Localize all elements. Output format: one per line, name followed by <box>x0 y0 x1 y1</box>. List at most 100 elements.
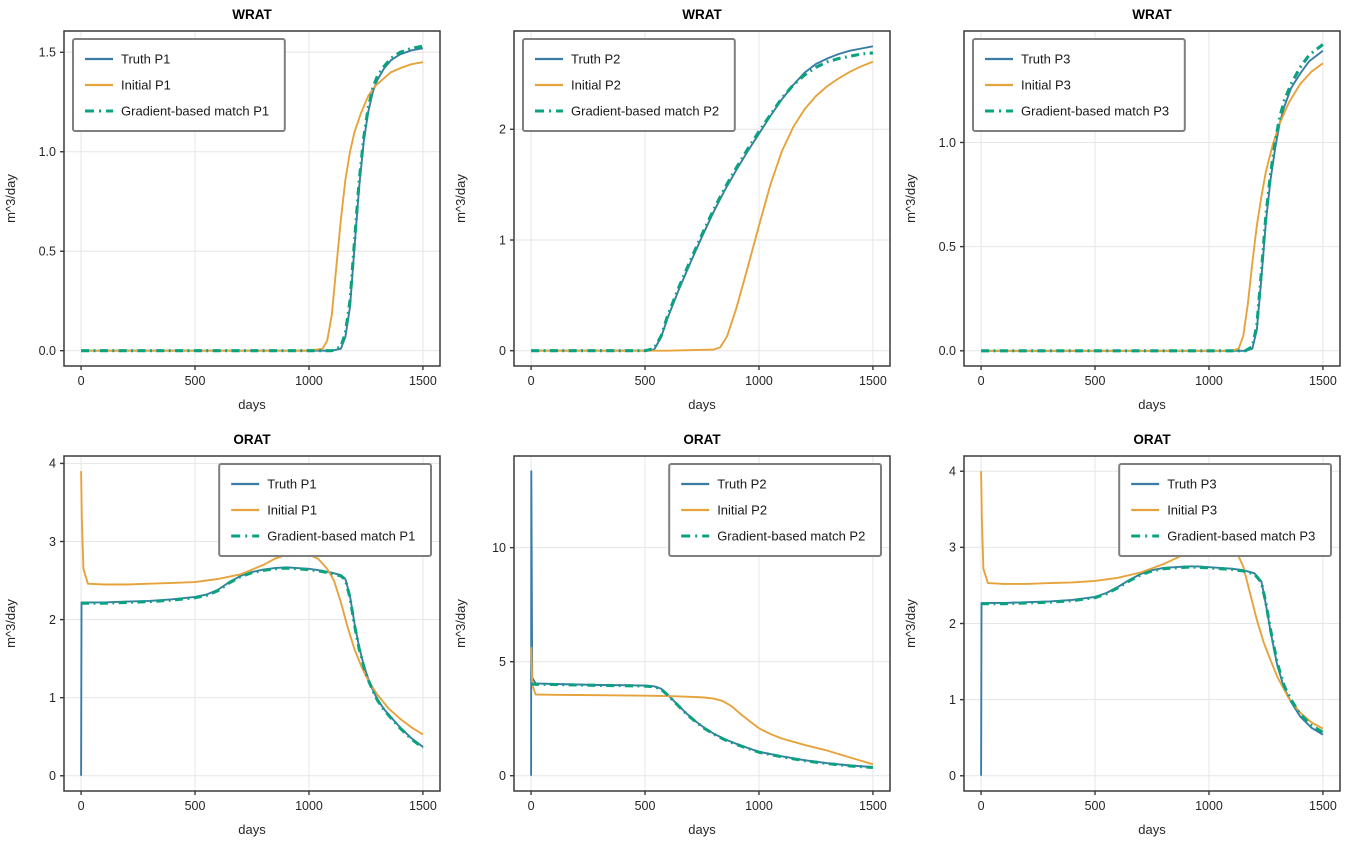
x-tick-label: 0 <box>78 799 85 813</box>
initial-line <box>531 60 874 352</box>
axes-frame <box>63 455 441 792</box>
x-tick-label: 1500 <box>1309 374 1337 388</box>
legend-label: Truth P1 <box>267 477 316 492</box>
x-axis-label: days <box>1138 397 1166 412</box>
x-tick-label: 1000 <box>295 799 323 813</box>
subplot-wrat-p1: 0 500 1000 1500 0.0 0.5 1.0 1.5 WRAT days m^3/day T… <box>0 0 450 425</box>
truth-line <box>80 566 424 776</box>
legend: Truth P1 Initial P1 Gradient-based match P… <box>218 463 432 557</box>
x-axis-label: days <box>238 397 266 412</box>
y-tick-label: 3 <box>949 541 956 555</box>
y-tick-label: 1 <box>949 693 956 707</box>
legend-label: Initial P2 <box>571 78 621 93</box>
legend: Truth P3 Initial P3 Gradient-based match P… <box>1118 463 1332 557</box>
y-tick-label: 0.5 <box>939 240 956 254</box>
plot-canvas-orat-p2: 0 500 1000 1500 0 5 10 ORAT days m^3/day Truth P2 I… <box>453 432 891 837</box>
axes-frame <box>963 30 1341 367</box>
y-tick-label: 0 <box>499 769 506 783</box>
truth-line <box>980 565 1324 776</box>
plot-title: WRAT <box>232 7 272 22</box>
x-axis-label: days <box>688 822 716 837</box>
plot-canvas-wrat-p3: 0 500 1000 1500 0.0 0.5 1.0 WRAT days m^3/day Trut… <box>903 7 1341 412</box>
x-tick-label: 1500 <box>409 799 437 813</box>
x-tick-label: 1000 <box>1195 374 1223 388</box>
legend-label: Truth P3 <box>1021 52 1070 67</box>
x-tick-label: 500 <box>1085 799 1106 813</box>
y-tick-label: 10 <box>492 541 506 555</box>
plot-title: ORAT <box>683 432 721 447</box>
legend-box <box>1118 463 1332 557</box>
plot-canvas-orat-p1: 0 500 1000 1500 0 1 2 3 4 ORAT days m^3/day Truth P1… <box>3 432 441 837</box>
legend: Truth P2 Initial P2 Gradient-based match P… <box>522 38 736 132</box>
legend-label: Initial P3 <box>1167 503 1217 518</box>
legend-label: Gradient-based match P2 <box>717 529 865 544</box>
legend-label: Gradient-based match P3 <box>1021 104 1169 119</box>
x-tick-label: 0 <box>78 374 85 388</box>
plot-canvas-wrat-p1: 0 500 1000 1500 0.0 0.5 1.0 1.5 WRAT days m^3/day T… <box>3 7 441 412</box>
y-axis-label: m^3/day <box>453 599 468 648</box>
legend-label: Gradient-based match P2 <box>571 104 719 119</box>
x-tick-label: 1000 <box>745 799 773 813</box>
y-tick-label: 1.5 <box>39 46 56 60</box>
legend-label: Truth P1 <box>121 52 170 67</box>
y-tick-label: 1 <box>49 691 56 705</box>
x-tick-label: 500 <box>185 374 206 388</box>
legend-label: Gradient-based match P1 <box>121 104 269 119</box>
plot-canvas-orat-p3: 0 500 1000 1500 0 1 2 3 4 ORAT days m^3/day Truth P3… <box>903 432 1341 837</box>
legend-label: Initial P1 <box>121 78 171 93</box>
axes-frame <box>513 455 891 792</box>
match-line <box>981 565 1324 734</box>
legend: Truth P1 Initial P1 Gradient-based match P… <box>72 38 286 132</box>
x-tick-label: 1500 <box>409 374 437 388</box>
y-axis-label: m^3/day <box>903 174 918 223</box>
subplot-wrat-p3: 0 500 1000 1500 0.0 0.5 1.0 WRAT days m^3/day Trut… <box>900 0 1350 425</box>
y-tick-label: 0.5 <box>39 245 56 259</box>
x-tick-label: 1500 <box>1309 799 1337 813</box>
match-line <box>981 43 1324 353</box>
x-axis-label: days <box>688 397 716 412</box>
legend-box <box>668 463 882 557</box>
legend-label: Truth P2 <box>717 477 766 492</box>
y-tick-label: 1.0 <box>939 136 956 150</box>
legend-label: Initial P2 <box>717 503 767 518</box>
subplot-orat-p3: 0 500 1000 1500 0 1 2 3 4 ORAT days m^3/day Truth P3… <box>900 425 1350 850</box>
x-tick-label: 500 <box>1085 374 1106 388</box>
legend-label: Initial P1 <box>267 503 317 518</box>
x-tick-label: 500 <box>185 799 206 813</box>
match-line <box>81 44 424 353</box>
x-tick-label: 1000 <box>295 374 323 388</box>
y-axis-label: m^3/day <box>3 599 18 648</box>
x-tick-label: 500 <box>635 799 656 813</box>
y-axis-label: m^3/day <box>3 174 18 223</box>
y-tick-label: 0.0 <box>39 344 56 358</box>
legend-box <box>72 38 286 132</box>
legend-label: Truth P2 <box>571 52 620 67</box>
legend-label: Truth P3 <box>1167 477 1216 492</box>
match-line <box>81 566 424 749</box>
legend-box <box>972 38 1186 132</box>
legend-label: Initial P3 <box>1021 78 1071 93</box>
y-axis-label: m^3/day <box>453 174 468 223</box>
initial-line <box>81 61 424 352</box>
y-tick-label: 4 <box>49 457 56 471</box>
initial-line <box>530 646 874 766</box>
y-tick-label: 0.0 <box>939 344 956 358</box>
x-tick-label: 500 <box>635 374 656 388</box>
axes-frame <box>63 30 441 367</box>
x-axis-label: days <box>1138 822 1166 837</box>
x-tick-label: 0 <box>528 799 535 813</box>
legend-box <box>522 38 736 132</box>
y-tick-label: 1.0 <box>39 145 56 159</box>
y-tick-label: 0 <box>49 769 56 783</box>
plot-title: ORAT <box>233 432 271 447</box>
y-tick-label: 2 <box>499 123 506 137</box>
subplot-orat-p2: 0 500 1000 1500 0 5 10 ORAT days m^3/day Truth P2 I… <box>450 425 900 850</box>
x-tick-label: 0 <box>978 799 985 813</box>
x-tick-label: 0 <box>978 374 985 388</box>
y-tick-label: 3 <box>49 535 56 549</box>
plot-title: WRAT <box>682 7 722 22</box>
legend-box <box>218 463 432 557</box>
y-tick-label: 5 <box>499 655 506 669</box>
axes-frame <box>513 30 891 367</box>
